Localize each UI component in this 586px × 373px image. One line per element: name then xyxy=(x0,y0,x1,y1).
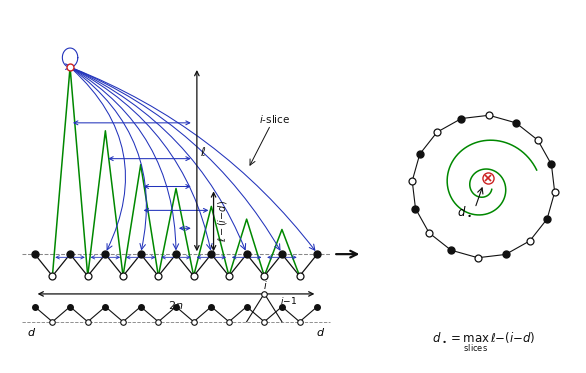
Text: $d$: $d$ xyxy=(27,326,36,338)
Text: $d_\bullet = \max_{\rm slices}\,\ell-(i-d)$: $d_\bullet = \max_{\rm slices}\,\ell-(i-… xyxy=(432,331,535,354)
Text: $d_\bullet$: $d_\bullet$ xyxy=(456,205,471,219)
Text: $2n$: $2n$ xyxy=(168,299,183,311)
Text: $i{-}1$: $i{-}1$ xyxy=(280,295,297,306)
Text: $i$: $i$ xyxy=(263,279,267,291)
Text: $d$: $d$ xyxy=(316,326,325,338)
Text: $\ell$: $\ell$ xyxy=(200,146,206,159)
Text: $i$-slice: $i$-slice xyxy=(260,113,291,125)
Text: $\ell-(i{-}d)$: $\ell-(i{-}d)$ xyxy=(216,200,229,242)
